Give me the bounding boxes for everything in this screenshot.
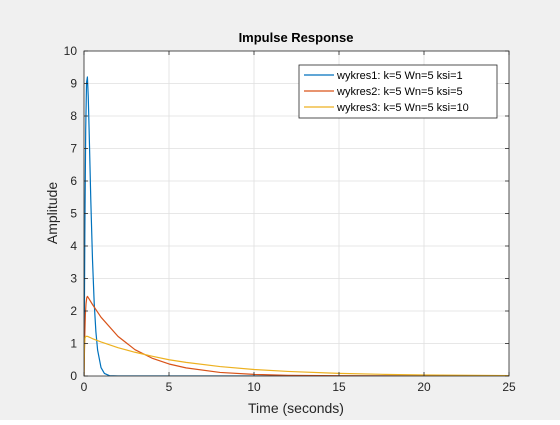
y-tick-label: 3 [70,272,77,286]
y-tick-label: 2 [70,304,77,318]
x-tick-label: 10 [247,380,261,394]
y-tick-label: 0 [70,369,77,383]
legend-label: wykres2: k=5 Wn=5 ksi=5 [336,86,463,98]
chart-title: Impulse Response [239,30,354,45]
tick-marks [83,50,510,377]
legend-entry[interactable]: wykres2: k=5 Wn=5 ksi=5 [304,86,463,98]
legend-label: wykres3: k=5 Wn=5 ksi=10 [336,102,469,114]
legend-label: wykres1: k=5 Wn=5 ksi=1 [336,70,463,82]
x-tick-label: 0 [81,380,88,394]
legend-entry[interactable]: wykres3: k=5 Wn=5 ksi=10 [304,102,469,114]
y-tick-label: 5 [70,207,77,221]
y-tick-label: 1 [70,337,77,351]
x-tick-label: 15 [332,380,346,394]
y-axis-label: Amplitude [44,182,60,244]
y-tick-label: 7 [70,142,77,156]
legend-entry[interactable]: wykres1: k=5 Wn=5 ksi=1 [304,70,463,82]
x-tick-label: 5 [166,380,173,394]
series-layer [84,76,509,376]
x-axis-label: Time (seconds) [248,400,344,416]
y-tick-label: 8 [70,109,77,123]
y-tick-label: 9 [70,77,77,91]
x-tick-label: 20 [417,380,431,394]
series-line-1[interactable] [84,76,509,376]
y-tick-label: 10 [64,44,78,58]
x-tick-label: 25 [502,380,516,394]
y-tick-label: 6 [70,174,77,188]
legend[interactable]: wykres1: k=5 Wn=5 ksi=1 wykres2: k=5 Wn=… [298,64,498,119]
series-line-3[interactable] [84,335,509,376]
y-tick-label: 4 [70,239,77,253]
series-line-2[interactable] [84,295,509,376]
tick-labels: 0 5 10 15 20 25 0 1 2 3 4 5 6 7 8 9 10 [64,44,516,394]
